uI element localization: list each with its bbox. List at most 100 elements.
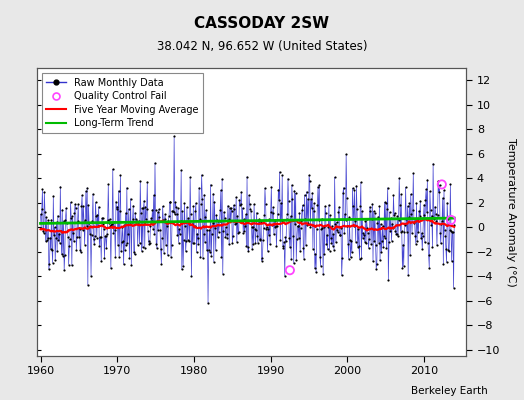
Point <box>357 255 366 262</box>
Point <box>195 184 203 191</box>
Point <box>418 246 427 252</box>
Point <box>410 219 418 226</box>
Point <box>255 218 264 224</box>
Point <box>354 226 363 232</box>
Point <box>318 216 326 222</box>
Point <box>381 234 389 241</box>
Point <box>183 204 191 211</box>
Point <box>401 184 410 191</box>
Point <box>436 230 444 236</box>
Point <box>158 235 166 241</box>
Point <box>47 217 56 223</box>
Point <box>305 172 313 178</box>
Point <box>219 270 227 277</box>
Point <box>380 232 388 239</box>
Point <box>428 212 436 219</box>
Point <box>188 221 196 228</box>
Point <box>235 229 243 235</box>
Point <box>218 176 226 182</box>
Point <box>190 223 199 229</box>
Point <box>296 210 304 216</box>
Point <box>332 219 341 225</box>
Point <box>396 228 405 235</box>
Point <box>378 222 387 229</box>
Point <box>44 217 52 223</box>
Point <box>70 210 79 216</box>
Point <box>261 185 269 191</box>
Point <box>186 174 194 181</box>
Point <box>71 205 80 211</box>
Point <box>163 223 171 230</box>
Point <box>267 208 275 215</box>
Point <box>185 238 194 244</box>
Point <box>100 255 108 261</box>
Point <box>424 252 433 258</box>
Point <box>399 242 407 248</box>
Point <box>372 242 380 248</box>
Point <box>227 205 235 211</box>
Point <box>328 222 336 229</box>
Point <box>157 261 166 267</box>
Point <box>196 254 204 260</box>
Point <box>236 201 245 207</box>
Point <box>41 209 49 215</box>
Point <box>151 207 160 213</box>
Point <box>401 222 409 228</box>
Point <box>181 223 189 229</box>
Point <box>349 203 357 210</box>
Point <box>109 229 117 236</box>
Point <box>449 229 457 236</box>
Point <box>363 216 371 222</box>
Point <box>81 217 90 223</box>
Point <box>379 244 387 250</box>
Point <box>172 204 180 210</box>
Point <box>193 230 201 237</box>
Point <box>305 178 314 184</box>
Point <box>143 206 151 212</box>
Point <box>75 234 83 240</box>
Point <box>94 204 103 210</box>
Point <box>105 216 114 222</box>
Text: 38.042 N, 96.652 W (United States): 38.042 N, 96.652 W (United States) <box>157 40 367 53</box>
Point <box>348 185 357 191</box>
Point <box>382 244 390 251</box>
Point <box>163 252 172 258</box>
Point <box>380 199 389 205</box>
Point <box>73 234 81 240</box>
Point <box>430 216 439 223</box>
Point <box>419 232 427 239</box>
Point <box>160 249 168 256</box>
Point <box>358 235 367 241</box>
Point <box>93 212 102 218</box>
Point <box>352 238 360 245</box>
Point <box>352 182 361 189</box>
Point <box>103 230 111 237</box>
Point <box>320 224 328 230</box>
Point <box>111 227 119 234</box>
Point <box>184 220 193 226</box>
Point <box>206 249 214 255</box>
Point <box>444 247 453 254</box>
Point <box>154 209 162 216</box>
Point <box>39 228 47 234</box>
Point <box>347 238 355 244</box>
Point <box>266 241 274 248</box>
Point <box>312 226 321 233</box>
Point <box>440 187 448 194</box>
Point <box>179 263 187 269</box>
Point <box>265 231 273 238</box>
Point <box>113 204 122 210</box>
Point <box>132 219 140 225</box>
Point <box>309 208 318 214</box>
Point <box>136 178 145 185</box>
Point <box>285 235 293 242</box>
Point <box>120 222 128 228</box>
Point <box>227 208 236 214</box>
Point <box>404 272 412 278</box>
Point <box>42 214 50 220</box>
Point <box>300 256 308 262</box>
Point <box>314 184 322 190</box>
Point <box>219 228 227 234</box>
Point <box>318 225 326 231</box>
Point <box>344 256 353 262</box>
